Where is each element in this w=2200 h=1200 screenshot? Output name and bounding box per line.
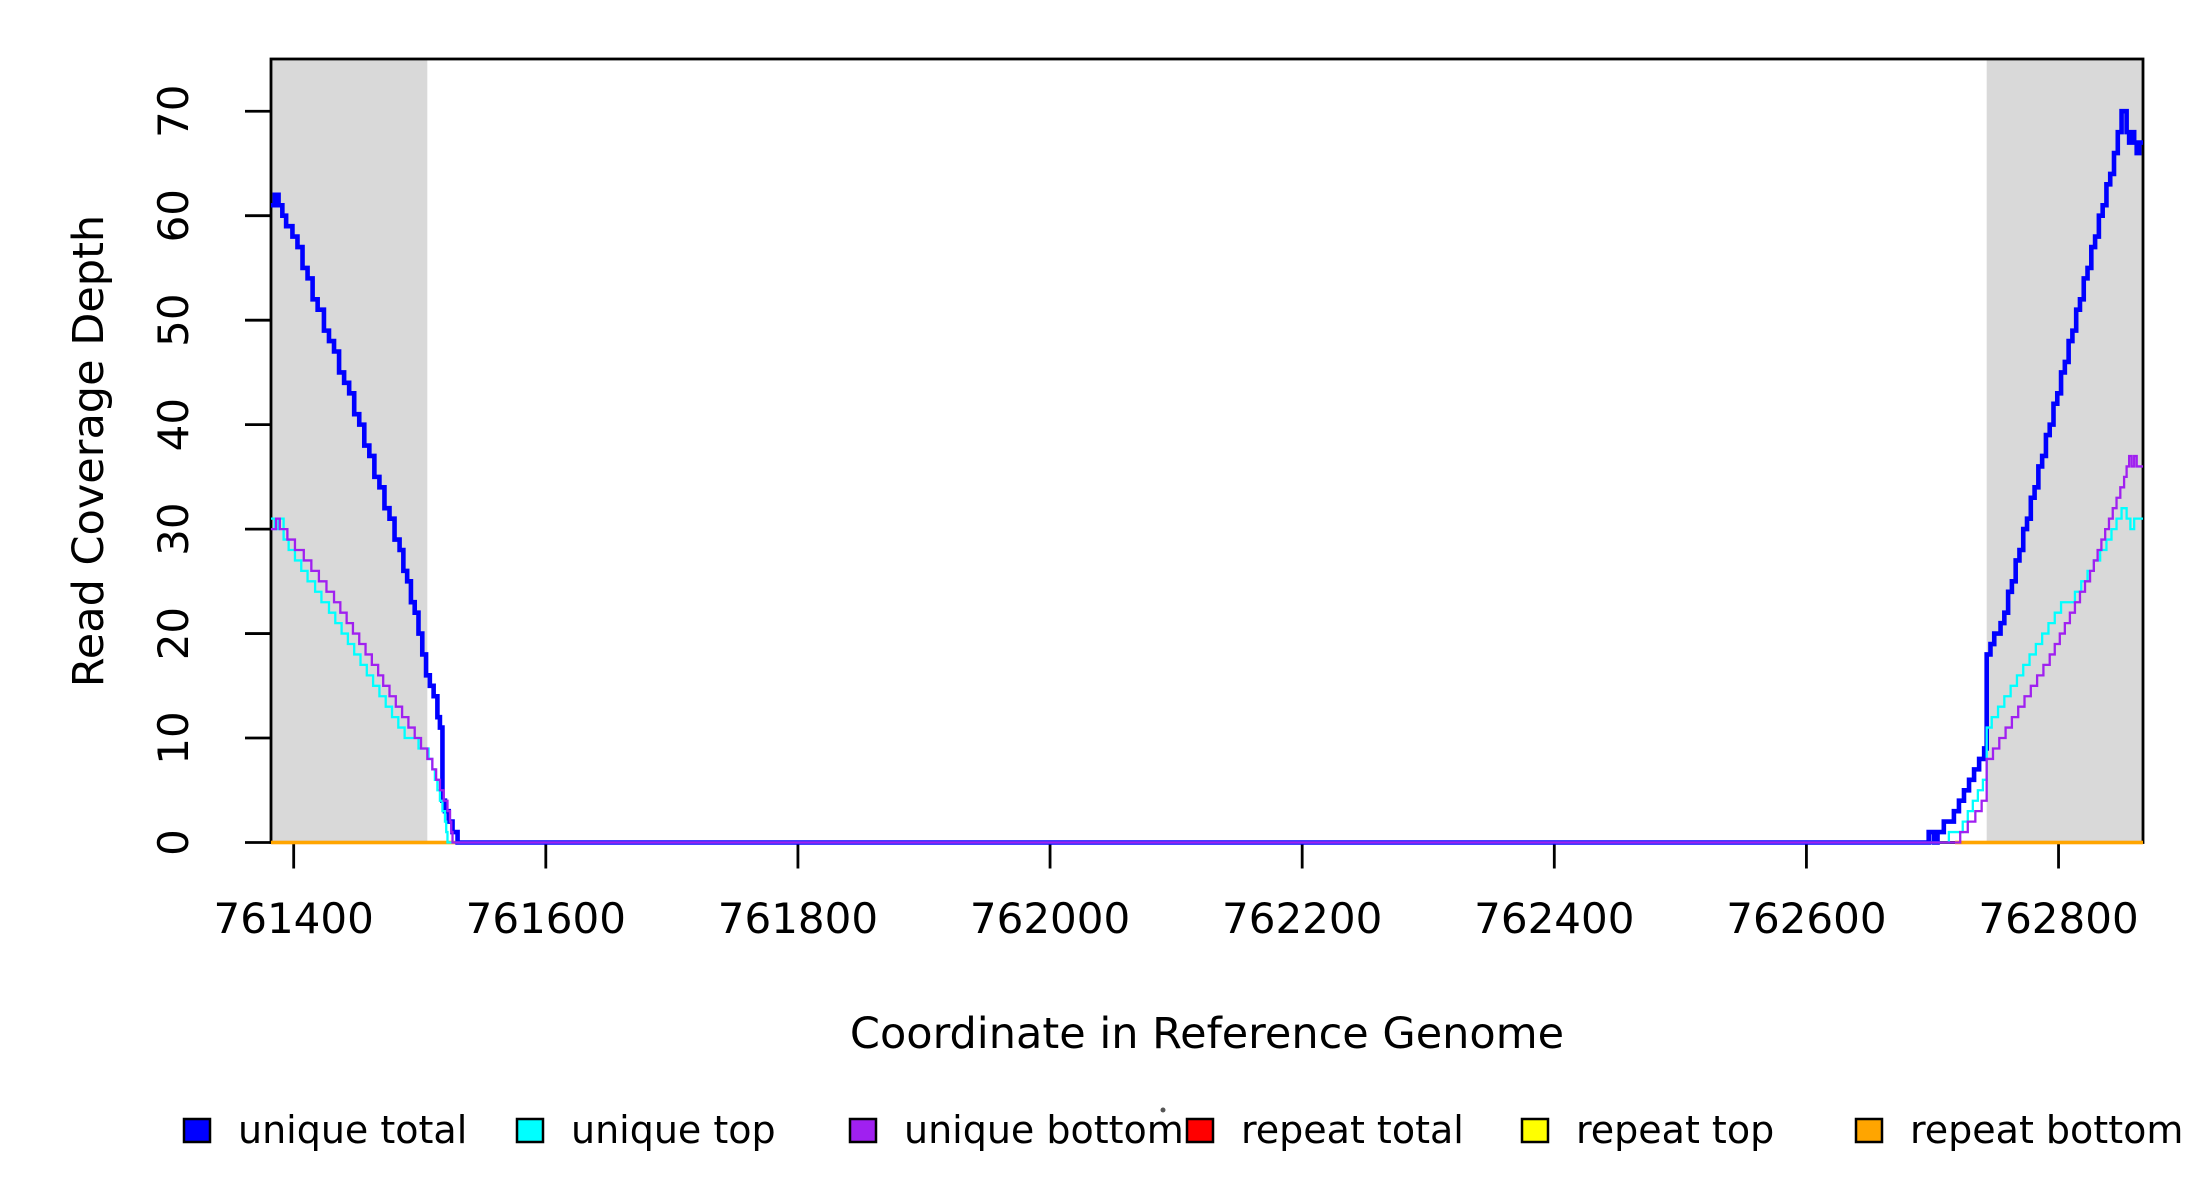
y-axis-ticks: 0 10 20 30 40 50 60 70	[149, 85, 271, 856]
y-tick-label: 40	[149, 398, 198, 451]
x-axis-title: Coordinate in Reference Genome	[850, 1009, 1564, 1059]
y-tick-label: 50	[149, 293, 198, 346]
legend-item-repeat-bottom: repeat bottom	[1854, 1108, 2183, 1152]
legend-label-repeat-bottom: repeat bottom	[1910, 1108, 2183, 1152]
repeat-region-band	[1986, 59, 2143, 843]
unique-bottom-swatch	[848, 1117, 878, 1144]
stray-mark	[1160, 1107, 1166, 1113]
repeat-top-swatch	[1520, 1117, 1550, 1144]
repeat-bottom-swatch	[1854, 1117, 1884, 1144]
legend-label-repeat-total: repeat total	[1241, 1108, 1464, 1152]
legend-item-repeat-total: repeat total	[1185, 1108, 1464, 1152]
plot-box	[269, 57, 2145, 844]
unique-top-swatch	[515, 1117, 545, 1144]
x-tick-label: 762200	[1222, 894, 1382, 943]
repeat-region-bands	[271, 59, 2143, 843]
legend-item-unique-bottom: unique bottom	[848, 1108, 1184, 1152]
legend-label-unique-total: unique total	[238, 1108, 467, 1152]
x-axis-ticks: 761400 761600 761800 762000 762200 762400 7626…	[214, 842, 2139, 943]
x-tick-label: 762600	[1726, 894, 1886, 943]
series-line-unique-total	[271, 108, 2143, 845]
y-tick-label: 0	[149, 829, 198, 856]
legend-label-repeat-top: repeat top	[1576, 1108, 1774, 1152]
series-line-unique-bottom	[271, 454, 2143, 844]
x-tick-label: 762400	[1474, 894, 1634, 943]
y-tick-label: 70	[149, 85, 198, 138]
x-tick-label: 761600	[466, 894, 626, 943]
repeat-region-band	[271, 59, 428, 843]
legend-label-unique-top: unique top	[571, 1108, 776, 1152]
legend-label-unique-bottom: unique bottom	[904, 1108, 1184, 1152]
legend-item-unique-total: unique total	[182, 1108, 467, 1152]
x-tick-label: 762800	[1978, 894, 2138, 943]
unique-total-swatch	[182, 1117, 212, 1144]
y-tick-label: 30	[149, 502, 198, 555]
legend-item-unique-top: unique top	[515, 1108, 776, 1152]
y-axis-title: Read Coverage Depth	[64, 215, 114, 687]
series-lines	[271, 108, 2143, 845]
y-tick-label: 10	[149, 711, 198, 764]
x-tick-label: 761400	[214, 894, 374, 943]
y-tick-label: 60	[149, 189, 198, 242]
legend-item-repeat-top: repeat top	[1520, 1108, 1774, 1152]
legend: unique total unique top unique bottom repea…	[182, 1108, 2183, 1152]
y-tick-label: 20	[149, 607, 198, 660]
x-tick-label: 761800	[718, 894, 878, 943]
series-line-unique-top	[271, 507, 2143, 844]
x-tick-label: 762000	[970, 894, 1130, 943]
repeat-total-swatch	[1185, 1117, 1215, 1144]
